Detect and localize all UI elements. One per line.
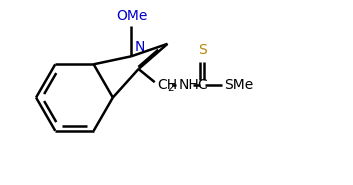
Text: SMe: SMe [225,78,254,92]
Text: N: N [134,40,145,54]
Text: OMe: OMe [116,9,148,23]
Text: C: C [197,78,207,92]
Text: CH: CH [158,78,178,92]
Text: 2: 2 [168,83,174,93]
Text: NH: NH [179,78,199,92]
Text: S: S [198,43,207,57]
